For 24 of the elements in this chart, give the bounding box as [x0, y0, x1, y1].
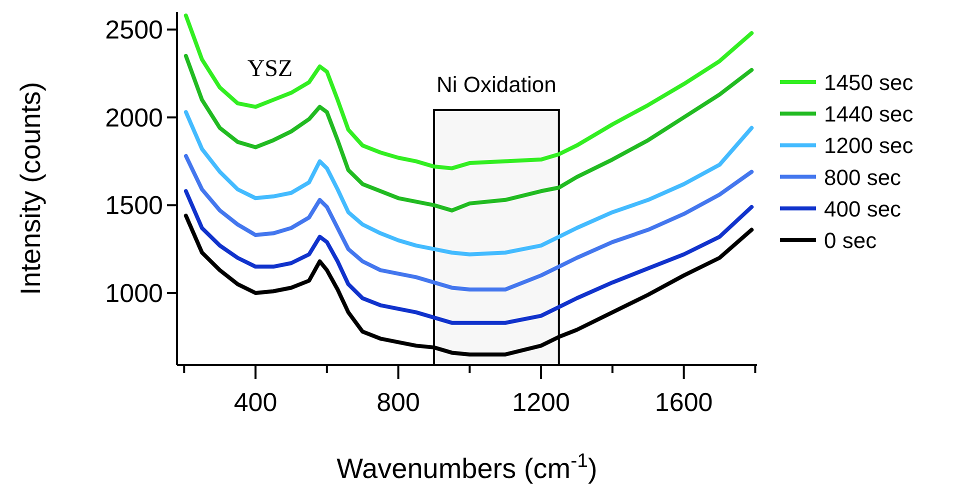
legend-label: 0 sec — [824, 228, 877, 253]
x-tick-label: 1600 — [654, 387, 713, 417]
x-axis-title: Wavenumbers (cm$^{-1}$) — [336, 450, 598, 484]
band-label: Ni Oxidation — [436, 72, 556, 97]
line-series — [184, 110, 754, 256]
legend-label: 400 sec — [824, 196, 902, 222]
line-series — [184, 14, 754, 170]
line-series — [184, 54, 754, 212]
annotation: YSZ — [247, 56, 293, 82]
y-tick-label: 2000 — [105, 102, 163, 132]
x-tick-label: 1200 — [512, 387, 570, 417]
x-tick-label: 400 — [234, 387, 278, 417]
legend-label: 1200 sec — [824, 133, 914, 158]
x-tick-label: 800 — [376, 387, 420, 417]
legend-label: 800 sec — [824, 164, 902, 190]
y-tick-label: 1000 — [105, 278, 163, 308]
y-tick-label: 1500 — [105, 190, 163, 220]
legend-label: 1440 sec — [824, 102, 914, 127]
line-series — [184, 189, 754, 325]
y-tick-label: 2500 — [105, 14, 163, 45]
legend-label: 1450 sec — [824, 70, 914, 95]
line-series — [184, 214, 754, 356]
y-axis-title: Intensity (counts) — [15, 82, 46, 296]
line-series — [184, 154, 754, 292]
